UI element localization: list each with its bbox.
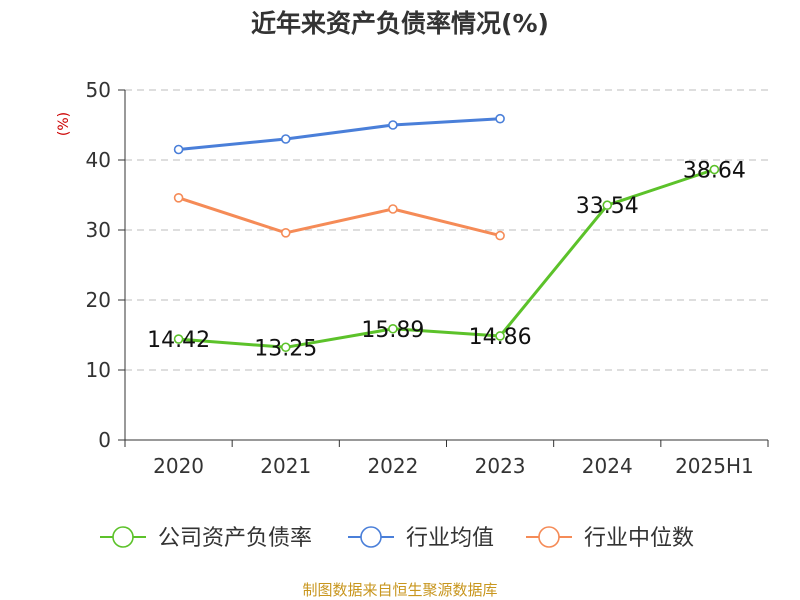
y-tick-label: 20 [86, 288, 111, 312]
legend-label: 行业均值 [406, 526, 494, 551]
series-lines [173, 113, 720, 353]
data-point [173, 144, 184, 155]
data-label: 38.64 [683, 159, 746, 184]
data-point [280, 228, 291, 238]
data-point [495, 331, 505, 341]
data-point [709, 164, 720, 175]
series-line [178, 168, 715, 349]
data-label: 14.86 [469, 325, 532, 350]
data-point [280, 134, 291, 144]
y-tick-label: 50 [86, 78, 111, 102]
x-tick-labels: 2020 2021 2022 2023 2024 2025H1 [153, 454, 754, 478]
legend-marker [360, 526, 382, 548]
data-point [388, 323, 398, 334]
data-point [173, 193, 184, 203]
data-point [280, 342, 291, 353]
x-tick-label: 2021 [260, 454, 311, 478]
chart-title: 近年来资产负债率情况(%) [251, 9, 549, 38]
x-tick-label: 2020 [153, 454, 204, 478]
series-line [178, 117, 501, 151]
y-tick-label: 30 [86, 218, 111, 242]
y-axis-unit: (%) [56, 112, 72, 136]
legend-label: 公司资产负债率 [158, 526, 312, 551]
y-tick-label: 10 [86, 358, 111, 382]
legend-label: 行业中位数 [584, 526, 694, 551]
series-line [178, 196, 501, 238]
legend-marker [112, 526, 134, 548]
data-point [388, 204, 398, 214]
data-label: 33.54 [576, 194, 639, 219]
data-point [495, 113, 505, 124]
y-tick-labels: 0 10 20 30 40 50 [86, 78, 111, 452]
data-point [173, 334, 184, 344]
data-point [388, 120, 398, 130]
legend-marker [538, 526, 560, 548]
data-label: 13.25 [254, 336, 317, 361]
data-label: 15.89 [361, 318, 424, 343]
data-labels: 14.42 13.25 15.89 14.86 33.54 38.64 [147, 159, 746, 362]
data-point [495, 230, 505, 241]
y-tick-label: 0 [98, 428, 111, 452]
source-note: 制图数据来自恒生聚源数据库 [302, 581, 497, 599]
legend: 公司资产负债率 行业均值 行业中位数 [100, 526, 694, 551]
x-tick-label: 2022 [367, 454, 418, 478]
x-tick-label: 2025H1 [675, 454, 754, 478]
data-point [602, 200, 613, 211]
grid-lines [125, 89, 768, 371]
x-tick-label: 2023 [475, 454, 526, 478]
y-tick-label: 40 [86, 148, 111, 172]
axes [118, 89, 769, 447]
x-tick-label: 2024 [582, 454, 633, 478]
data-label: 14.42 [147, 328, 210, 353]
